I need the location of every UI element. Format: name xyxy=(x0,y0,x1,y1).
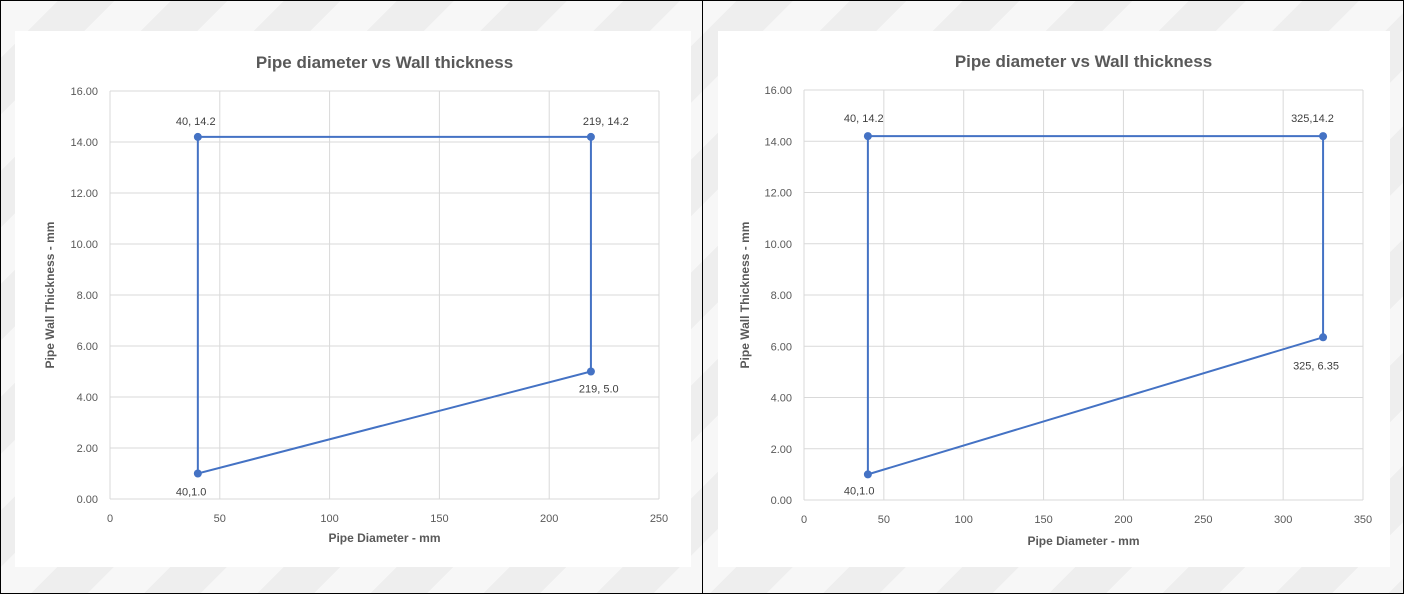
y-tick-label: 8.00 xyxy=(771,290,792,302)
chart-title: Pipe diameter vs Wall thickness xyxy=(955,52,1212,71)
y-tick-label: 4.00 xyxy=(77,392,98,404)
data-label: 40,1.0 xyxy=(844,485,875,497)
x-tick-label: 100 xyxy=(320,513,338,525)
x-tick-label: 250 xyxy=(1194,514,1212,526)
x-tick-label: 250 xyxy=(650,513,668,525)
chart-panel-right: 0.00 2.00 4.00 6.00 8.00 10.00 12.00 14.00 16.00… xyxy=(704,1,1403,593)
data-point xyxy=(586,367,595,376)
y-tick-label: 6.00 xyxy=(77,341,98,353)
x-axis-title: Pipe Diameter - mm xyxy=(1027,534,1139,548)
y-axis-title: Pipe Wall Thickness - mm xyxy=(43,222,57,369)
x-tick-label: 350 xyxy=(1354,514,1372,526)
y-tick-label: 14.00 xyxy=(70,137,98,149)
y-tick-label: 8.00 xyxy=(77,290,98,302)
y-tick-label: 14.00 xyxy=(764,136,792,148)
y-tick-label: 6.00 xyxy=(771,341,792,353)
chart-background xyxy=(718,31,1390,567)
data-label: 40,1.0 xyxy=(176,487,207,499)
y-tick-label: 16.00 xyxy=(764,85,792,97)
chart-background xyxy=(15,31,691,567)
chart-panel-left: 0.00 2.00 4.00 6.00 8.00 10.00 12.00 14.00 16.00… xyxy=(1,1,703,593)
chart-right: 0.00 2.00 4.00 6.00 8.00 10.00 12.00 14.00 16.00… xyxy=(718,31,1390,567)
data-point xyxy=(1319,132,1328,141)
x-tick-label: 100 xyxy=(955,514,973,526)
x-tick-label: 50 xyxy=(214,513,226,525)
data-label: 325, 6.35 xyxy=(1293,360,1339,372)
data-label: 40, 14.2 xyxy=(844,113,884,125)
y-tick-label: 2.00 xyxy=(77,443,98,455)
y-axis-title: Pipe Wall Thickness - mm xyxy=(738,222,752,369)
y-tick-label: 0.00 xyxy=(771,495,792,507)
data-label: 325,14.2 xyxy=(1291,113,1334,125)
y-tick-label: 12.00 xyxy=(70,188,98,200)
x-tick-label: 0 xyxy=(801,514,807,526)
data-point xyxy=(193,132,202,141)
y-tick-label: 12.00 xyxy=(764,188,792,200)
x-tick-label: 200 xyxy=(540,513,558,525)
chart-title: Pipe diameter vs Wall thickness xyxy=(256,53,513,72)
y-tick-label: 4.00 xyxy=(771,393,792,405)
data-point xyxy=(193,469,202,478)
x-tick-label: 300 xyxy=(1274,514,1292,526)
x-tick-label: 0 xyxy=(107,513,113,525)
data-point xyxy=(1319,333,1328,342)
y-tick-label: 16.00 xyxy=(70,86,98,98)
y-tick-label: 10.00 xyxy=(70,239,98,251)
x-tick-label: 150 xyxy=(1034,514,1052,526)
x-axis-title: Pipe Diameter - mm xyxy=(328,531,440,545)
data-point xyxy=(863,470,872,479)
x-tick-label: 200 xyxy=(1114,514,1132,526)
x-tick-label: 50 xyxy=(878,514,890,526)
y-tick-label: 2.00 xyxy=(771,444,792,456)
y-tick-label: 10.00 xyxy=(764,239,792,251)
data-label: 219, 14.2 xyxy=(583,116,629,128)
data-label: 219, 5.0 xyxy=(579,384,619,396)
chart-left: 0.00 2.00 4.00 6.00 8.00 10.00 12.00 14.00 16.00… xyxy=(15,31,691,567)
y-tick-label: 0.00 xyxy=(77,494,98,506)
data-label: 40, 14.2 xyxy=(176,116,216,128)
x-tick-label: 150 xyxy=(430,513,448,525)
data-point xyxy=(863,132,872,141)
data-point xyxy=(586,132,595,141)
